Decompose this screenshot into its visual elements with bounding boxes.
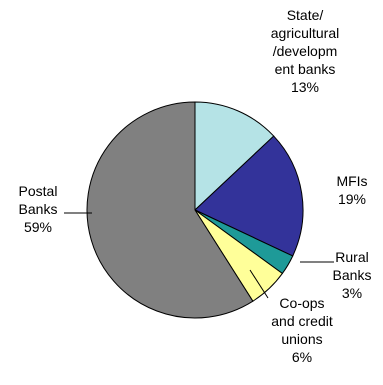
slice-label-2: Rural Banks 3% [333,249,372,301]
slice-label-0: State/agricultural/developm ent banks 13% [271,7,339,95]
pie-slice-0 [194,101,275,212]
slice-label-1: MFIs 19% [336,173,367,207]
pie-slice-4 [86,101,254,319]
slice-label-3: Co-ops and credit unions 6% [271,295,333,365]
pie-slice-1 [194,135,304,257]
pie-slices [86,101,304,319]
leader-lines [64,212,334,299]
slice-labels: State/agricultural/developm ent banks 13% M… [19,7,372,365]
slice-label-4: Postal Banks 59% [19,183,58,235]
leader-line-3 [249,269,269,299]
